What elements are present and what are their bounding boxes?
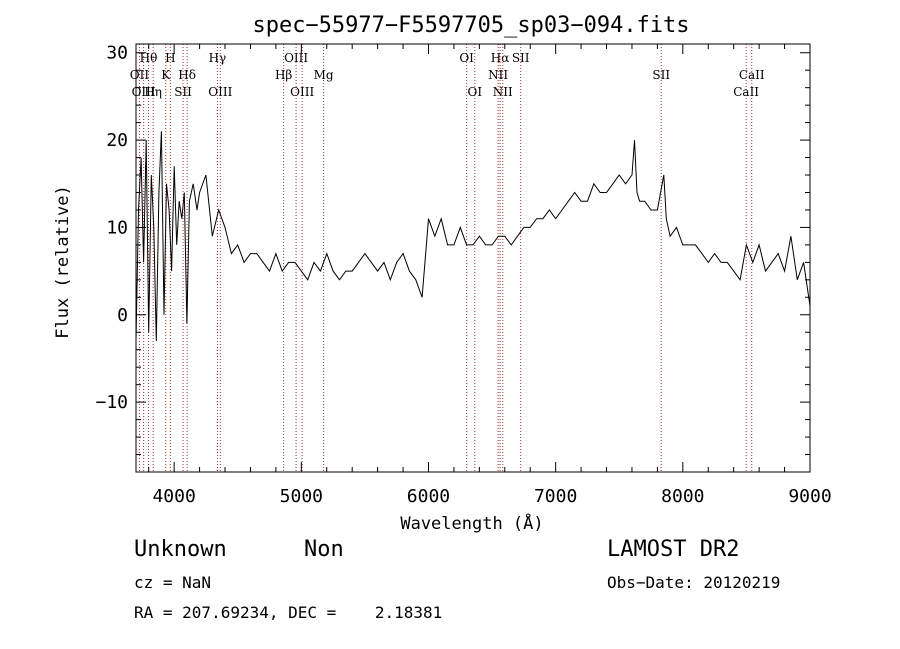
line-label-20: OI xyxy=(467,85,482,99)
line-label-4: OI xyxy=(459,51,474,65)
chart-title: spec−55977−F5597705_sp03−094.fits xyxy=(252,13,689,38)
line-label-6: SII xyxy=(512,51,530,65)
spectrum-chart: spec−55977−F5597705_sp03−094.fits Hθ H Hγ O… xyxy=(53,13,832,534)
y-axis: −10 0 10 20 30 xyxy=(95,43,810,456)
line-label-2: Hγ xyxy=(209,51,227,65)
y-tick-label-3: 20 xyxy=(106,130,128,151)
x-axis: 4000 5000 6000 7000 8000 9000 xyxy=(148,44,832,507)
line-label-11: Mg xyxy=(314,68,334,82)
object-class: Unknown xyxy=(134,537,227,562)
line-label-15: OIII xyxy=(132,85,156,99)
line-label-12: NII xyxy=(488,68,508,82)
line-label-8: K xyxy=(161,68,171,82)
line-label-21: NII xyxy=(493,85,513,99)
line-label-16: Hη xyxy=(144,85,162,99)
x-tick-label-4: 8000 xyxy=(661,486,704,507)
line-label-13: SII xyxy=(652,68,670,82)
redshift-cz: cz = NaN xyxy=(134,573,212,592)
survey-name: LAMOST DR2 xyxy=(607,537,740,562)
y-tick-label-2: 10 xyxy=(106,217,128,238)
plot-frame xyxy=(135,43,811,473)
line-label-14: CaII xyxy=(739,68,765,82)
y-tick-label-0: −10 xyxy=(95,392,128,413)
line-label-17: SII xyxy=(174,85,192,99)
line-label-18: OIII xyxy=(208,85,232,99)
y-axis-label: Flux (relative) xyxy=(53,185,73,339)
ra-dec: RA = 207.69234, DEC = 2.18381 xyxy=(134,603,443,622)
line-label-19: OIII xyxy=(290,85,314,99)
x-tick-label-5: 9000 xyxy=(788,486,831,507)
x-tick-label-2: 6000 xyxy=(407,486,450,507)
line-label-7: OII xyxy=(130,68,150,82)
object-subclass: Non xyxy=(304,537,344,562)
obs-date: Obs−Date: 20120219 xyxy=(607,573,781,592)
x-tick-label-1: 5000 xyxy=(280,486,323,507)
line-label-5: Hα xyxy=(491,51,510,65)
x-tick-label-0: 4000 xyxy=(152,486,195,507)
line-label-1: H xyxy=(165,51,175,65)
x-tick-label-3: 7000 xyxy=(534,486,577,507)
line-label-0: Hθ xyxy=(140,51,158,65)
spectrum-line xyxy=(135,131,811,342)
line-label-9: Hδ xyxy=(178,68,196,82)
y-tick-label-1: 0 xyxy=(117,305,128,326)
line-label-22: CaII xyxy=(733,85,759,99)
x-axis-label: Wavelength (Å) xyxy=(400,512,543,534)
y-tick-label-4: 30 xyxy=(106,43,128,64)
line-label-10: Hβ xyxy=(275,68,292,82)
line-label-3: OIII xyxy=(284,51,308,65)
